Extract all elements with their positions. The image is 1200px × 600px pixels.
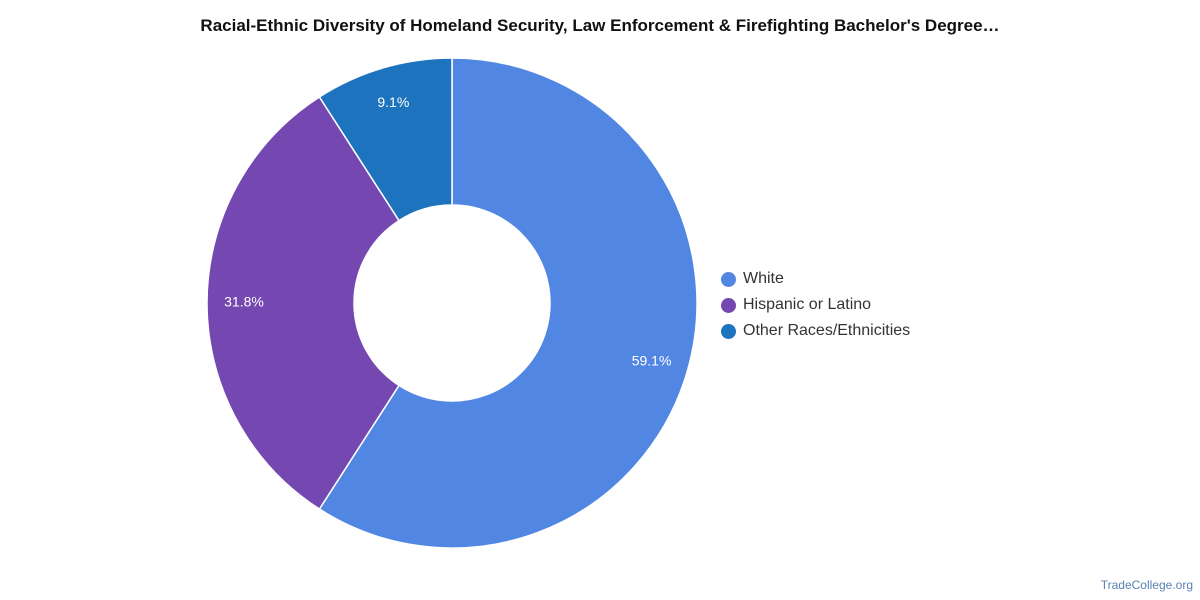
legend-item-other-races-ethnicities[interactable]: Other Races/Ethnicities: [721, 318, 910, 344]
legend-label: Other Races/Ethnicities: [743, 322, 911, 339]
slice-label-white: 59.1%: [632, 352, 672, 368]
slice-white[interactable]: [318, 57, 698, 549]
legend-label: White: [743, 270, 784, 287]
chart-legend: White Hispanic or Latino Other Races/Ethni…: [721, 266, 910, 344]
legend-label: Hispanic or Latino: [743, 296, 872, 313]
slice-label-hispanic-or-latino: 31.8%: [224, 294, 264, 310]
legend-item-hispanic-or-latino[interactable]: Hispanic or Latino: [721, 292, 910, 318]
legend-swatch-icon: [721, 323, 736, 339]
slice-hispanic-or-latino[interactable]: [206, 95, 401, 511]
legend-item-white[interactable]: White: [721, 266, 910, 292]
slice-other-races-ethnicities[interactable]: [318, 57, 453, 222]
donut-slices: [206, 57, 698, 549]
legend-swatch-icon: [721, 297, 736, 313]
source-credit[interactable]: TradeCollege.org: [1100, 578, 1193, 592]
slice-label-other-races-ethnicities: 9.1%: [377, 94, 409, 110]
chart-title: Racial-Ethnic Diversity of Homeland Secu…: [200, 16, 1000, 35]
legend-swatch-icon: [721, 271, 736, 287]
slice-labels: 59.1% 31.8% 9.1%: [224, 94, 671, 368]
